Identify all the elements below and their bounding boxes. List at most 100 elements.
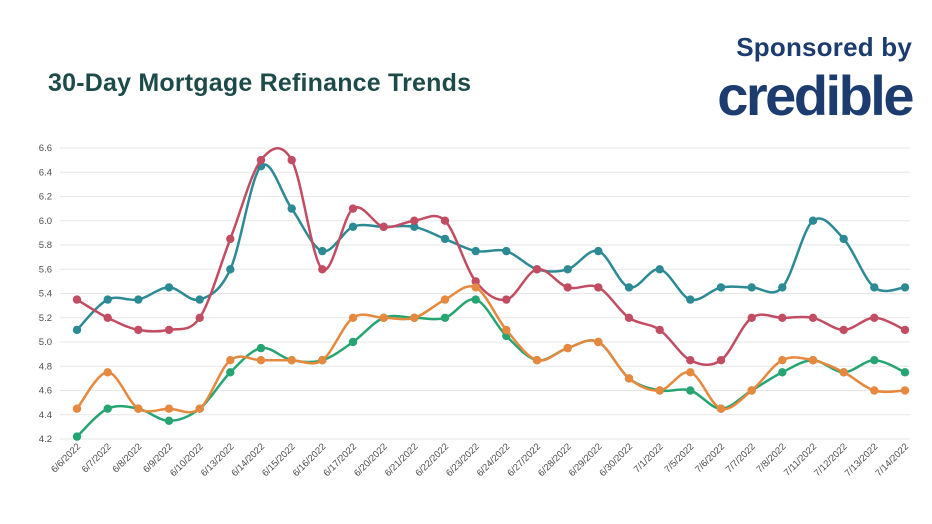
series-red (72, 147, 910, 366)
data-point-teal (164, 283, 174, 292)
y-tick-label: 4.6 (39, 386, 52, 397)
x-axis-labels: 6/6/20226/7/20226/8/20226/9/20226/10/202… (49, 441, 911, 479)
data-point-red (502, 295, 511, 304)
data-point-orange (379, 313, 388, 322)
data-point-teal (502, 246, 511, 256)
data-point-red (226, 234, 235, 244)
data-point-red (686, 356, 695, 365)
y-tick-label: 5.4 (39, 289, 52, 300)
data-point-orange (594, 337, 603, 347)
data-point-red (900, 325, 910, 335)
data-point-orange (502, 325, 511, 335)
series-orange (72, 283, 910, 414)
data-point-orange (348, 313, 358, 322)
series-line-green (75, 298, 907, 438)
data-point-teal (440, 234, 450, 244)
data-point-red (808, 313, 818, 322)
data-point-orange (870, 386, 879, 395)
x-tick-label: 6/6/2022 (49, 441, 83, 475)
data-point-orange (686, 368, 695, 377)
x-tick-label: 7/6/2022 (693, 441, 727, 475)
data-point-red (563, 283, 572, 292)
series-line-teal (75, 163, 907, 332)
y-tick-label: 6.0 (39, 216, 52, 227)
data-point-green (778, 368, 787, 377)
data-point-orange (808, 356, 818, 365)
data-point-orange (134, 404, 143, 413)
credible-logo[interactable]: credible (717, 64, 914, 127)
data-point-orange (72, 404, 82, 413)
data-point-green (226, 368, 235, 377)
data-point-red (410, 216, 419, 225)
data-point-red (440, 216, 450, 225)
data-point-orange (318, 356, 327, 365)
data-point-red (594, 283, 603, 292)
y-tick-label: 6.6 (39, 143, 52, 154)
series-line-red (75, 147, 907, 366)
data-point-teal (195, 295, 204, 304)
data-point-red (716, 356, 726, 365)
data-point-orange (164, 404, 174, 413)
y-tick-label: 5.2 (39, 313, 52, 324)
x-tick-label: 7/7/2022 (724, 441, 758, 475)
x-tick-label: 6/7/2022 (80, 441, 114, 475)
data-point-red (655, 325, 664, 335)
data-point-red (287, 155, 296, 165)
data-point-orange (226, 356, 235, 365)
data-point-teal (103, 295, 112, 304)
sponsor-block: Sponsored by credible (717, 32, 914, 127)
series-line-orange (75, 285, 907, 414)
data-point-teal (839, 234, 848, 244)
data-point-orange (655, 386, 664, 395)
data-point-orange (563, 343, 572, 353)
y-tick-label: 4.2 (39, 434, 52, 445)
data-point-red (103, 313, 112, 322)
data-point-orange (256, 356, 266, 365)
x-tick-label: 7/5/2022 (663, 441, 697, 475)
data-point-orange (778, 356, 787, 365)
data-point-teal (318, 246, 327, 256)
data-point-orange (440, 295, 450, 304)
x-tick-label: 6/30/2022 (597, 441, 635, 479)
data-point-red (195, 313, 204, 322)
data-point-teal (624, 283, 634, 292)
y-tick-label: 4.8 (39, 361, 52, 372)
data-point-teal (778, 283, 787, 292)
data-point-red (471, 277, 480, 286)
data-point-green (686, 386, 695, 395)
data-point-red (134, 325, 143, 335)
data-point-green (900, 368, 910, 377)
data-point-teal (563, 265, 572, 274)
data-point-green (348, 337, 358, 347)
data-point-teal (808, 216, 818, 225)
data-point-red (318, 265, 327, 274)
y-axis-labels: 4.2 4.4 4.6 4.8 5.0 5.2 5.4 5.6 5.8 6.0 6.2 6.4 6.6 (39, 143, 52, 445)
data-point-red (164, 325, 174, 335)
data-point-teal (410, 222, 419, 231)
data-point-green (256, 343, 266, 353)
data-point-orange (900, 386, 910, 395)
x-tick-label: 6/8/2022 (111, 441, 145, 475)
data-point-red (379, 222, 388, 231)
data-point-green (440, 313, 450, 322)
data-point-orange (195, 404, 204, 413)
data-point-green (471, 295, 480, 304)
y-tick-label: 5.8 (39, 240, 52, 251)
data-point-teal (72, 325, 82, 335)
data-point-green (72, 432, 82, 441)
sponsored-by-label: Sponsored by (736, 32, 912, 62)
data-point-red (747, 313, 756, 322)
data-point-red (870, 313, 879, 322)
data-point-teal (716, 283, 726, 292)
data-point-teal (287, 204, 296, 213)
data-point-orange (624, 374, 634, 383)
data-point-orange (532, 356, 542, 365)
data-point-orange (103, 368, 112, 377)
x-tick-label: 7/14/2022 (873, 441, 911, 479)
data-point-red (624, 313, 634, 322)
data-point-orange (839, 368, 848, 377)
data-point-teal (655, 265, 664, 274)
data-point-teal (686, 295, 695, 304)
data-point-teal (134, 295, 143, 304)
